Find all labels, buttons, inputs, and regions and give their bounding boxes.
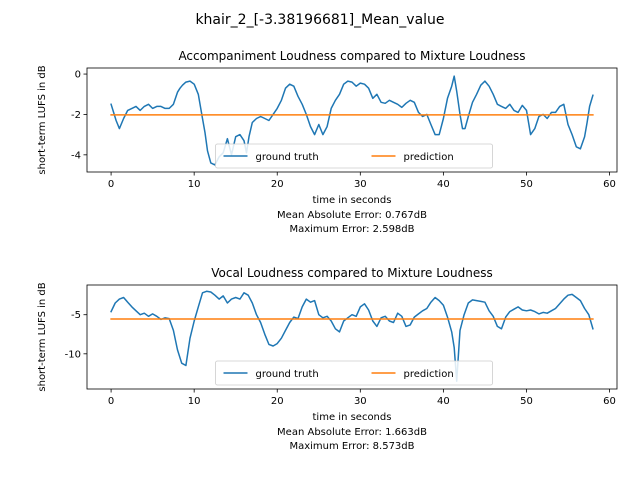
x-tick-label: 40 (437, 396, 450, 407)
ground-truth-line (110, 75, 594, 166)
y-tick-label: -4 (71, 150, 81, 161)
plot-frame (86, 284, 618, 390)
x-tick-label: 30 (354, 396, 367, 407)
y-tick-label: 0 (75, 70, 81, 81)
accompaniment-chart-panel: Accompaniment Loudness compared to Mixtu… (37, 49, 618, 235)
x-tick-label: 30 (354, 179, 367, 190)
legend-prediction-label: prediction (404, 152, 454, 163)
x-axis-label: time in seconds (313, 412, 392, 423)
legend-box (215, 143, 493, 169)
x-tick-label: 0 (108, 396, 114, 407)
legend-ground-truth-label: ground truth (256, 152, 319, 163)
x-axis-label: time in seconds (313, 195, 392, 206)
x-tick-label: 50 (520, 179, 533, 190)
x-tick-label: 10 (188, 396, 201, 407)
x-tick-label: 60 (603, 179, 616, 190)
x-tick-label: 20 (271, 179, 284, 190)
mean-absolute-error-note: Mean Absolute Error: 1.663dB (277, 427, 427, 438)
x-tick-label: 60 (603, 396, 616, 407)
series-group (110, 290, 594, 382)
vocal-chart-panel: Vocal Loudness compared to Mixture Loudn… (37, 266, 618, 452)
chart-title: Accompaniment Loudness compared to Mixtu… (178, 49, 525, 63)
mean-absolute-error-note: Mean Absolute Error: 0.767dB (277, 210, 427, 221)
chart-title: Vocal Loudness compared to Mixture Loudn… (211, 266, 493, 280)
plot-frame (86, 67, 618, 173)
x-tick-label: 20 (271, 396, 284, 407)
maximum-error-note: Maximum Error: 2.598dB (289, 224, 414, 235)
maximum-error-note: Maximum Error: 8.573dB (289, 441, 414, 452)
y-axis-label: short-term LUFS in dB (37, 282, 48, 391)
chart-legend: ground truth prediction (215, 143, 493, 169)
legend-prediction-label: prediction (404, 369, 454, 380)
x-tick-label: 40 (437, 179, 450, 190)
y-tick-label: -10 (65, 349, 81, 360)
legend-box (215, 360, 493, 386)
y-tick-label: -2 (71, 110, 81, 121)
x-tick-label: 10 (188, 179, 201, 190)
x-tick-label: 0 (108, 179, 114, 190)
chart-legend: ground truth prediction (215, 360, 493, 386)
x-tick-label: 50 (520, 396, 533, 407)
figure-suptitle: khair_2_[-3.38196681]_Mean_value (195, 12, 444, 28)
series-group (110, 75, 594, 166)
y-axis-label: short-term LUFS in dB (37, 65, 48, 174)
ground-truth-line (110, 290, 594, 382)
y-tick-label: -5 (71, 310, 81, 321)
legend-ground-truth-label: ground truth (256, 369, 319, 380)
